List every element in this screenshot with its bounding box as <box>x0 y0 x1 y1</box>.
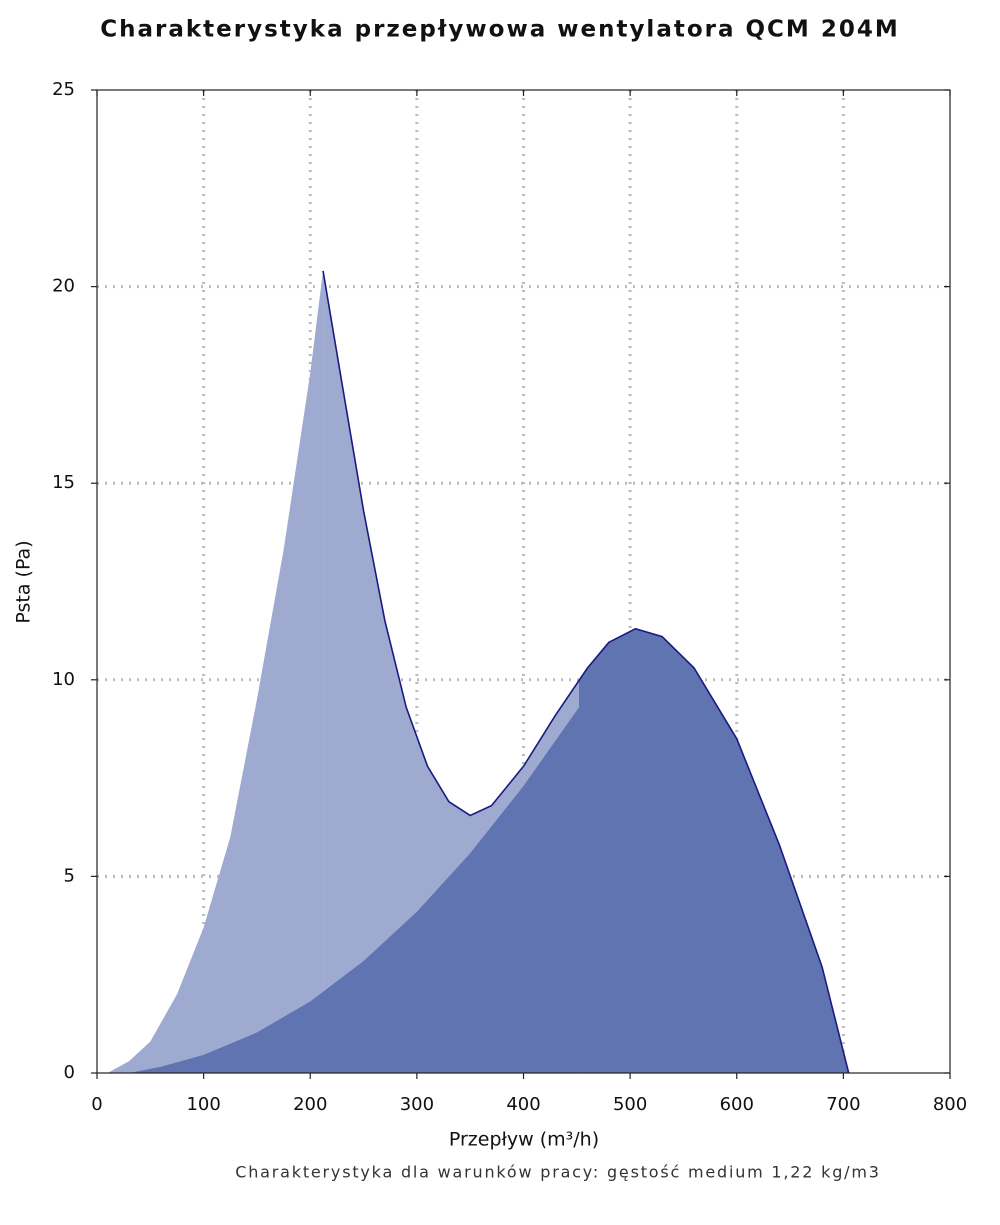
plot: 0 100 200 300 400 500 600 700 800 0 5 10 15 20 25 <box>52 79 967 1115</box>
x-tick-label: 100 <box>186 1094 220 1115</box>
y-tick-label: 25 <box>52 79 75 100</box>
chart-title: Charakterystyka przepływowa wentylatora … <box>100 17 899 43</box>
x-axis-label: Przepływ (m³/h) <box>449 1129 599 1151</box>
x-tick-label: 0 <box>91 1094 102 1115</box>
note: Charakterystyka dla warunków pracy: gęst… <box>235 1163 880 1182</box>
x-tick-label: 200 <box>293 1094 327 1115</box>
y-tick-label: 0 <box>64 1062 75 1083</box>
y-tick-label: 20 <box>52 276 75 297</box>
x-tick-label: 800 <box>933 1094 967 1115</box>
y-axis-label: Psta (Pa) <box>13 540 35 623</box>
y-tick-label: 10 <box>52 669 75 690</box>
x-tick-label: 300 <box>400 1094 434 1115</box>
fan-curve <box>322 270 850 1074</box>
x-tick-label: 400 <box>506 1094 540 1115</box>
x-tick-label: 600 <box>720 1094 754 1115</box>
x-tick-label: 700 <box>826 1094 860 1115</box>
area <box>128 707 579 1073</box>
area <box>107 270 324 1073</box>
x-tick-label: 500 <box>613 1094 647 1115</box>
y-tick-label: 15 <box>52 472 75 493</box>
y-tick-label: 5 <box>64 865 75 886</box>
area <box>578 628 849 1073</box>
